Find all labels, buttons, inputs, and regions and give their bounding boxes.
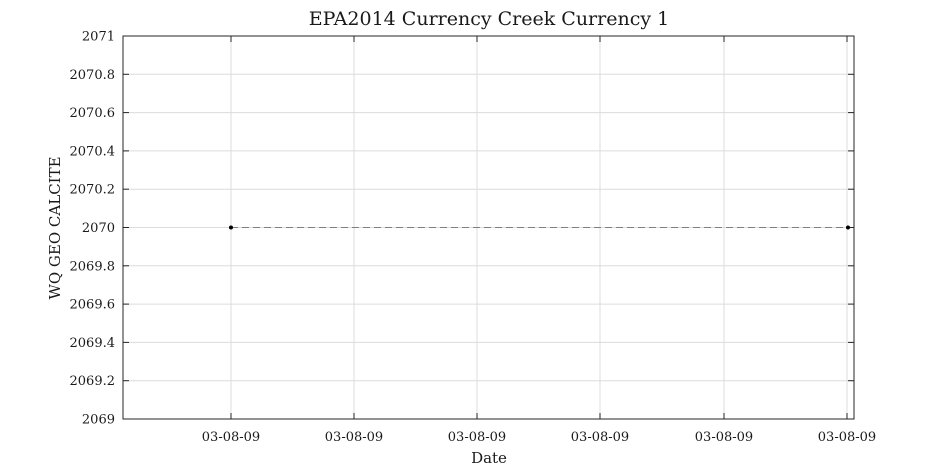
data-point bbox=[846, 225, 850, 230]
x-tick-label: 03-08-09 bbox=[818, 430, 876, 445]
y-tick-label: 2069.6 bbox=[70, 298, 116, 313]
chart-title: EPA2014 Currency Creek Currency 1 bbox=[309, 8, 669, 30]
y-tick-label: 2069.8 bbox=[70, 259, 116, 274]
y-tick-label: 2070 bbox=[82, 221, 115, 236]
x-tick-label: 03-08-09 bbox=[202, 430, 260, 445]
x-tick-label: 03-08-09 bbox=[571, 430, 629, 445]
y-tick-label: 2070.2 bbox=[70, 183, 116, 198]
y-tick-label: 2071 bbox=[82, 30, 115, 45]
y-tick-label: 2069.4 bbox=[70, 336, 116, 351]
series-group bbox=[229, 225, 850, 230]
y-axis-label: WQ GEO CALCITE bbox=[46, 156, 64, 299]
y-tick-label: 2070.8 bbox=[70, 68, 116, 83]
y-tick-label: 2069.2 bbox=[70, 374, 116, 389]
y-tick-label: 2069 bbox=[82, 413, 115, 428]
x-tick-label: 03-08-09 bbox=[448, 430, 506, 445]
axis-ticks: 2069 2069.2 2069.4 2069.6 2069.8 2070 2070.2 20… bbox=[70, 30, 877, 446]
y-tick-label: 2070.6 bbox=[70, 106, 116, 121]
data-point bbox=[229, 225, 233, 230]
y-tick-label: 2070.4 bbox=[70, 144, 116, 159]
x-tick-label: 03-08-09 bbox=[695, 430, 753, 445]
x-tick-label: 03-08-09 bbox=[325, 430, 383, 445]
x-axis-label: Date bbox=[471, 449, 507, 467]
